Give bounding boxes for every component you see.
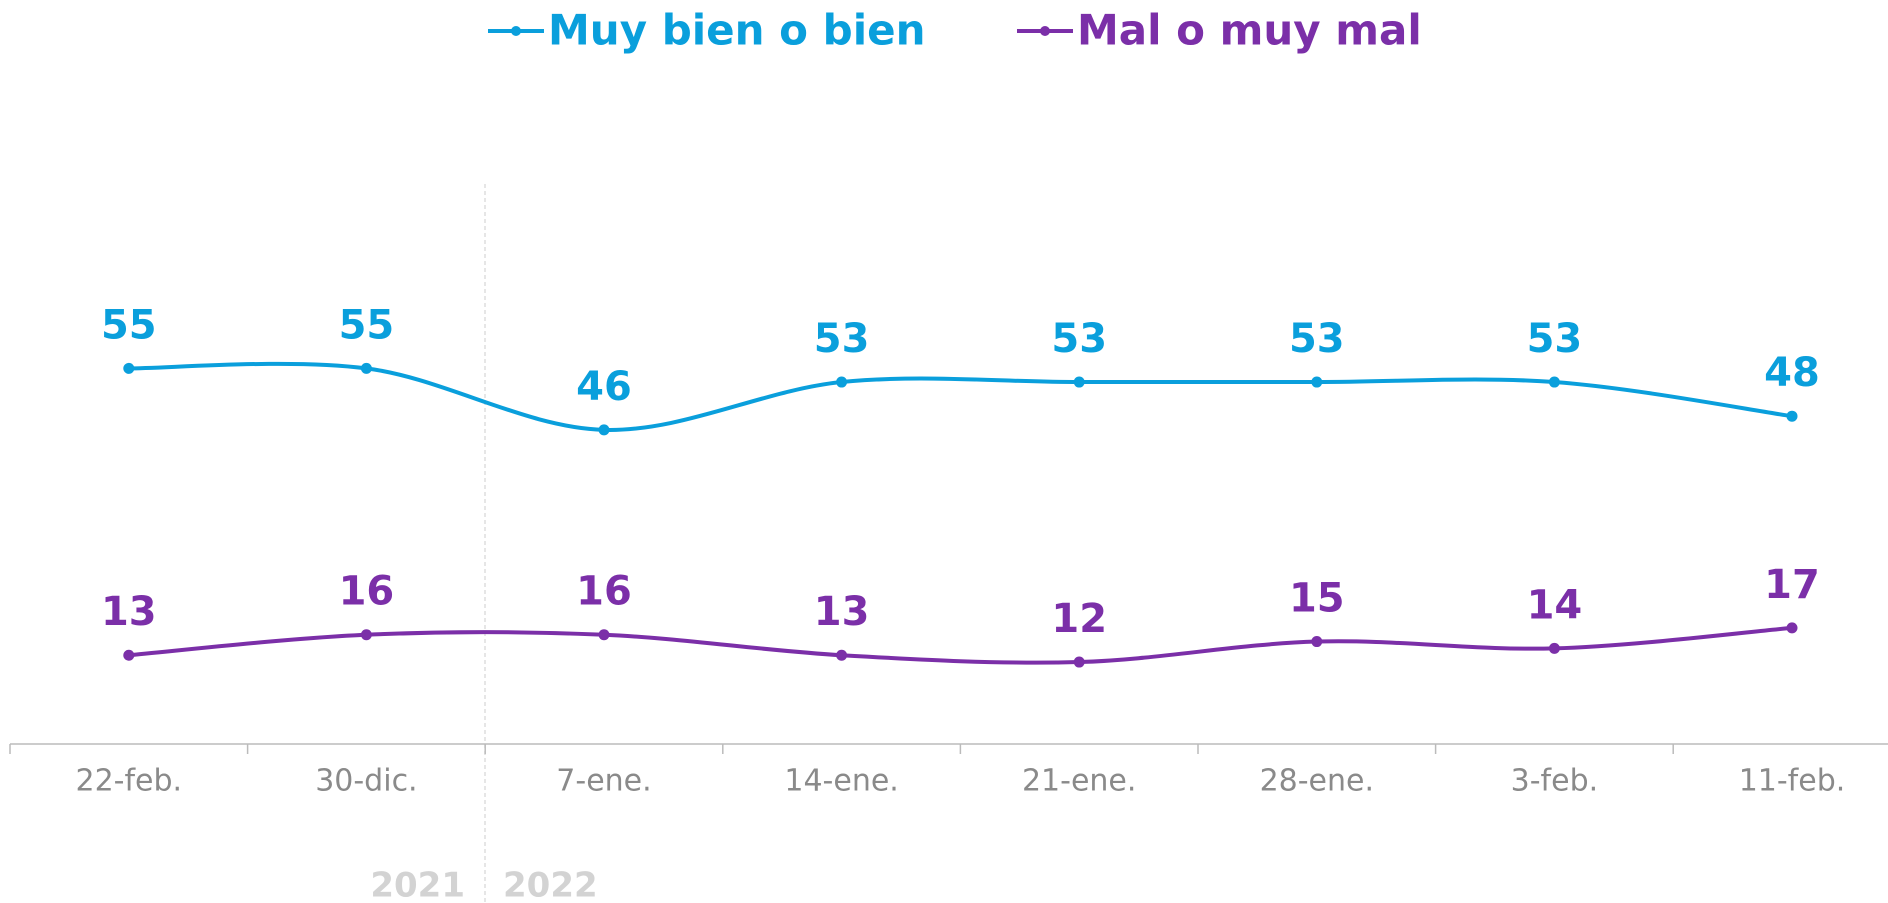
data-point — [123, 649, 135, 661]
year-label: 2021 — [370, 866, 465, 903]
data-point — [836, 376, 848, 388]
data-label: 53 — [814, 316, 870, 362]
data-point — [836, 649, 848, 661]
data-point — [1548, 642, 1560, 654]
data-label: 53 — [1289, 316, 1345, 362]
data-point — [1786, 410, 1798, 422]
data-point — [1073, 376, 1085, 388]
series-line — [128, 361, 1793, 432]
data-label: 53 — [1051, 316, 1107, 362]
data-point — [360, 629, 372, 641]
x-tick-label: 7-ene. — [556, 764, 651, 799]
legend-label: Muy bien o bien — [548, 6, 926, 55]
data-label: 16 — [339, 569, 395, 615]
x-tick-label: 22-feb. — [75, 764, 182, 799]
data-label: 48 — [1764, 350, 1820, 396]
data-label: 16 — [576, 569, 632, 615]
data-point — [1548, 376, 1560, 388]
data-label: 13 — [814, 589, 870, 635]
data-label: 55 — [101, 302, 157, 348]
data-label: 53 — [1527, 316, 1583, 362]
x-tick-label: 3-feb. — [1511, 764, 1599, 799]
data-label: 55 — [339, 302, 395, 348]
x-tick-label: 14-ene. — [784, 764, 898, 799]
x-tick-label: 28-ene. — [1260, 764, 1374, 799]
data-label: 14 — [1527, 582, 1583, 628]
data-point — [360, 362, 372, 374]
data-point — [1786, 622, 1798, 634]
data-point — [598, 424, 610, 436]
data-label: 46 — [576, 364, 632, 410]
data-point — [1311, 636, 1323, 648]
x-tick-label: 21-ene. — [1022, 764, 1136, 799]
data-point — [1311, 376, 1323, 388]
data-point — [1073, 656, 1085, 668]
legend-label: Mal o muy mal — [1077, 6, 1422, 55]
x-tick-label: 30-dic. — [315, 764, 417, 799]
data-point — [598, 629, 610, 641]
legend-swatch-dot — [511, 26, 521, 36]
year-label: 2022 — [503, 866, 598, 903]
data-point — [123, 362, 135, 374]
series-line — [128, 625, 1793, 665]
legend-swatch-dot — [1040, 26, 1050, 36]
data-label: 12 — [1051, 596, 1107, 642]
data-label: 15 — [1289, 576, 1345, 622]
data-label: 17 — [1764, 562, 1820, 608]
x-tick-label: 11-feb. — [1739, 764, 1846, 799]
data-label: 13 — [101, 589, 157, 635]
